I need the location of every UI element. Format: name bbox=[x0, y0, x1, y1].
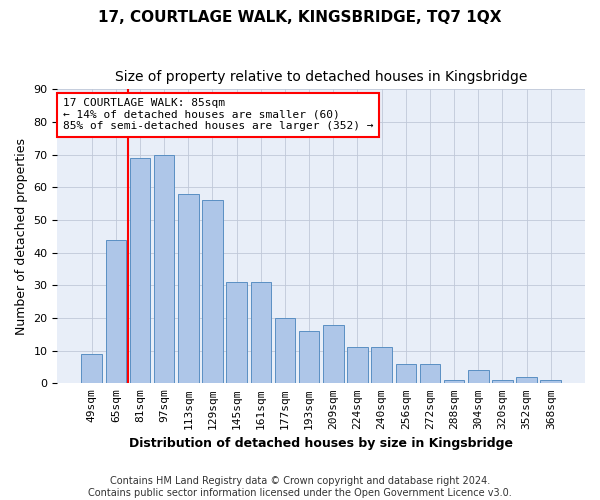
Bar bbox=[251, 282, 271, 384]
Bar bbox=[226, 282, 247, 384]
Bar bbox=[492, 380, 512, 384]
Bar bbox=[419, 364, 440, 384]
Bar bbox=[202, 200, 223, 384]
X-axis label: Distribution of detached houses by size in Kingsbridge: Distribution of detached houses by size … bbox=[129, 437, 513, 450]
Bar bbox=[82, 354, 102, 384]
Bar bbox=[178, 194, 199, 384]
Bar bbox=[323, 324, 344, 384]
Text: Contains HM Land Registry data © Crown copyright and database right 2024.
Contai: Contains HM Land Registry data © Crown c… bbox=[88, 476, 512, 498]
Bar bbox=[299, 331, 319, 384]
Y-axis label: Number of detached properties: Number of detached properties bbox=[15, 138, 28, 335]
Bar bbox=[468, 370, 488, 384]
Bar bbox=[154, 154, 175, 384]
Bar bbox=[395, 364, 416, 384]
Bar bbox=[275, 318, 295, 384]
Title: Size of property relative to detached houses in Kingsbridge: Size of property relative to detached ho… bbox=[115, 70, 527, 84]
Bar bbox=[106, 240, 126, 384]
Bar bbox=[444, 380, 464, 384]
Bar bbox=[541, 380, 561, 384]
Bar bbox=[130, 158, 150, 384]
Text: 17, COURTLAGE WALK, KINGSBRIDGE, TQ7 1QX: 17, COURTLAGE WALK, KINGSBRIDGE, TQ7 1QX bbox=[98, 10, 502, 25]
Bar bbox=[371, 348, 392, 384]
Text: 17 COURTLAGE WALK: 85sqm
← 14% of detached houses are smaller (60)
85% of semi-d: 17 COURTLAGE WALK: 85sqm ← 14% of detach… bbox=[62, 98, 373, 132]
Bar bbox=[517, 377, 537, 384]
Bar bbox=[347, 348, 368, 384]
